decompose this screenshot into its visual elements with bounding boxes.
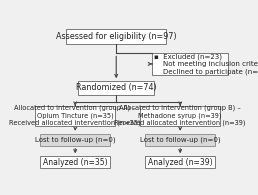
FancyBboxPatch shape [145, 134, 215, 146]
Text: Analyzed (n=35): Analyzed (n=35) [43, 158, 108, 167]
FancyBboxPatch shape [145, 156, 215, 168]
FancyBboxPatch shape [40, 156, 110, 168]
FancyBboxPatch shape [152, 53, 228, 75]
FancyBboxPatch shape [140, 106, 220, 126]
FancyBboxPatch shape [35, 106, 115, 126]
Text: Lost to follow-up (n=0): Lost to follow-up (n=0) [35, 136, 116, 143]
Text: Randomized (n=74): Randomized (n=74) [76, 83, 157, 92]
Text: Lost to follow-up (n=0): Lost to follow-up (n=0) [140, 136, 221, 143]
Text: Analyzed (n=39): Analyzed (n=39) [148, 158, 213, 167]
FancyBboxPatch shape [66, 29, 166, 44]
FancyBboxPatch shape [40, 134, 110, 146]
FancyBboxPatch shape [78, 81, 154, 95]
Text: Allocated to intervention (group B) –
Methadone syrup (n=39)
Received allocated : Allocated to intervention (group B) – Me… [115, 105, 246, 127]
Text: ▪  Excluded (n=23)
    Not meeting inclusion criteria (n=17)
    Declined to par: ▪ Excluded (n=23) Not meeting inclusion … [154, 53, 258, 75]
Text: Allocated to intervention (group A) –
Opium Tincture (n=35)
Received allocated i: Allocated to intervention (group A) – Op… [10, 105, 141, 127]
Text: Assessed for eligibility (n=97): Assessed for eligibility (n=97) [56, 32, 176, 41]
